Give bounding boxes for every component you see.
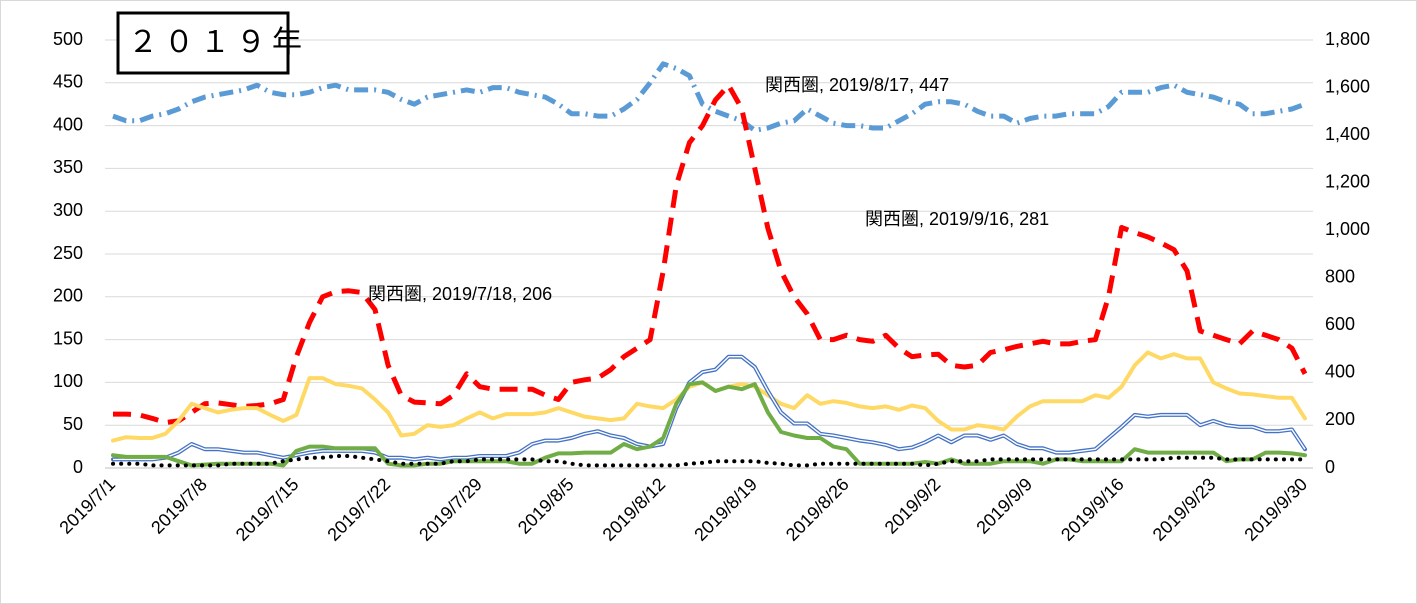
y2-tick-label: 1,200	[1325, 171, 1370, 191]
series-line	[113, 82, 1308, 426]
y2-tick-label: 800	[1325, 267, 1355, 287]
y-tick-label: 250	[53, 243, 83, 263]
y-tick-label: 100	[53, 371, 83, 391]
y-tick-label: 450	[53, 72, 83, 92]
lines	[111, 61, 1308, 468]
y-tick-label: 400	[53, 114, 83, 134]
y-tick-label: 0	[73, 457, 83, 477]
series-line	[111, 454, 1307, 468]
series-line	[112, 61, 1306, 133]
y2-tick-label: 200	[1325, 409, 1355, 429]
annotation: 関西圏, 2019/7/18, 206	[368, 284, 552, 304]
y-tick-label: 200	[53, 286, 83, 306]
y2-tick-label: 1,400	[1325, 124, 1370, 144]
title-box	[116, 11, 290, 75]
y-tick-label: 350	[53, 157, 83, 177]
y2-tick-label: 1,000	[1325, 219, 1370, 239]
annotation: 関西圏, 2019/9/16, 281	[865, 209, 1049, 229]
y2-tick-label: 0	[1325, 457, 1335, 477]
y-tick-label: 50	[63, 414, 83, 434]
y-tick-label: 300	[53, 200, 83, 220]
y2-tick-label: 1,600	[1325, 76, 1370, 96]
grid	[105, 39, 1313, 469]
series-line-inner	[113, 356, 1306, 461]
annotation: 関西圏, 2019/8/17, 447	[765, 75, 949, 95]
y-tick-label: 500	[53, 29, 83, 49]
chart-title: ２０１９年	[128, 26, 308, 59]
y2-tick-label: 600	[1325, 314, 1355, 334]
y2-tick-label: 1,800	[1325, 29, 1370, 49]
y2-tick-label: 400	[1325, 362, 1355, 382]
y-tick-label: 150	[53, 328, 83, 348]
